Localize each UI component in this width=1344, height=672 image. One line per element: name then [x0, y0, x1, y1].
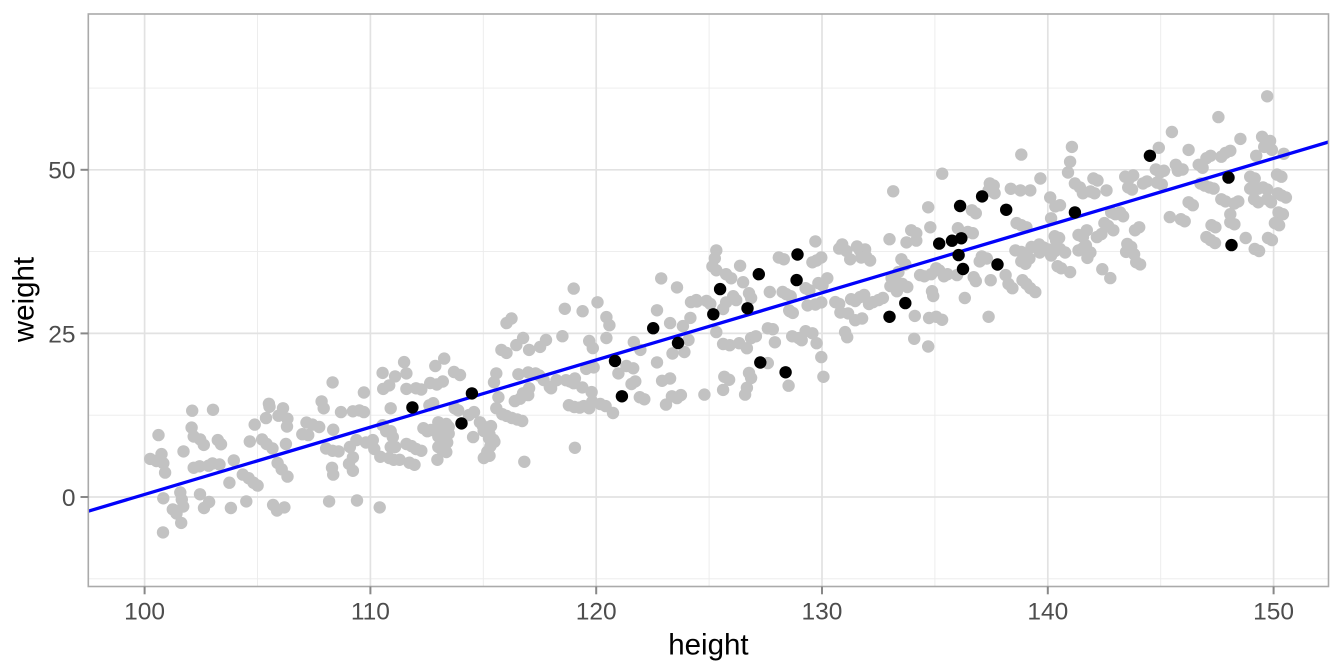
- svg-text:height: height: [668, 628, 748, 661]
- svg-text:weight: weight: [8, 257, 41, 343]
- svg-text:110: 110: [351, 599, 390, 626]
- svg-text:100: 100: [124, 599, 165, 626]
- svg-text:120: 120: [576, 599, 617, 626]
- svg-text:150: 150: [1253, 599, 1294, 626]
- svg-text:0: 0: [62, 485, 76, 512]
- svg-text:25: 25: [48, 321, 75, 348]
- svg-text:130: 130: [802, 599, 843, 626]
- svg-text:140: 140: [1027, 599, 1068, 626]
- svg-text:50: 50: [48, 158, 75, 185]
